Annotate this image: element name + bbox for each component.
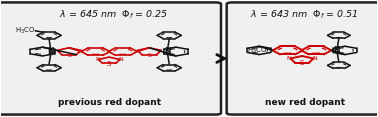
FancyBboxPatch shape: [227, 2, 378, 115]
Text: N: N: [313, 56, 318, 61]
Text: S: S: [107, 61, 112, 67]
Text: N: N: [48, 47, 54, 56]
Text: new red dopant: new red dopant: [265, 98, 345, 107]
Text: $\lambda$ = 645 nm  $\Phi_f$ = 0.25: $\lambda$ = 645 nm $\Phi_f$ = 0.25: [59, 9, 168, 21]
Text: S: S: [147, 53, 151, 58]
Text: N: N: [164, 47, 170, 56]
Text: $\lambda$ = 643 nm  $\Phi_f$ = 0.51: $\lambda$ = 643 nm $\Phi_f$ = 0.51: [251, 9, 359, 21]
Text: N: N: [119, 57, 123, 62]
Text: H$_3$CO: H$_3$CO: [15, 26, 35, 36]
FancyBboxPatch shape: [0, 2, 221, 115]
Text: N: N: [287, 56, 291, 61]
Text: S: S: [67, 53, 71, 58]
Text: S: S: [300, 60, 304, 66]
Text: previous red dopant: previous red dopant: [57, 98, 161, 107]
Text: H$_3$CO: H$_3$CO: [247, 45, 268, 55]
Text: N: N: [334, 46, 340, 55]
Text: N: N: [95, 57, 100, 62]
